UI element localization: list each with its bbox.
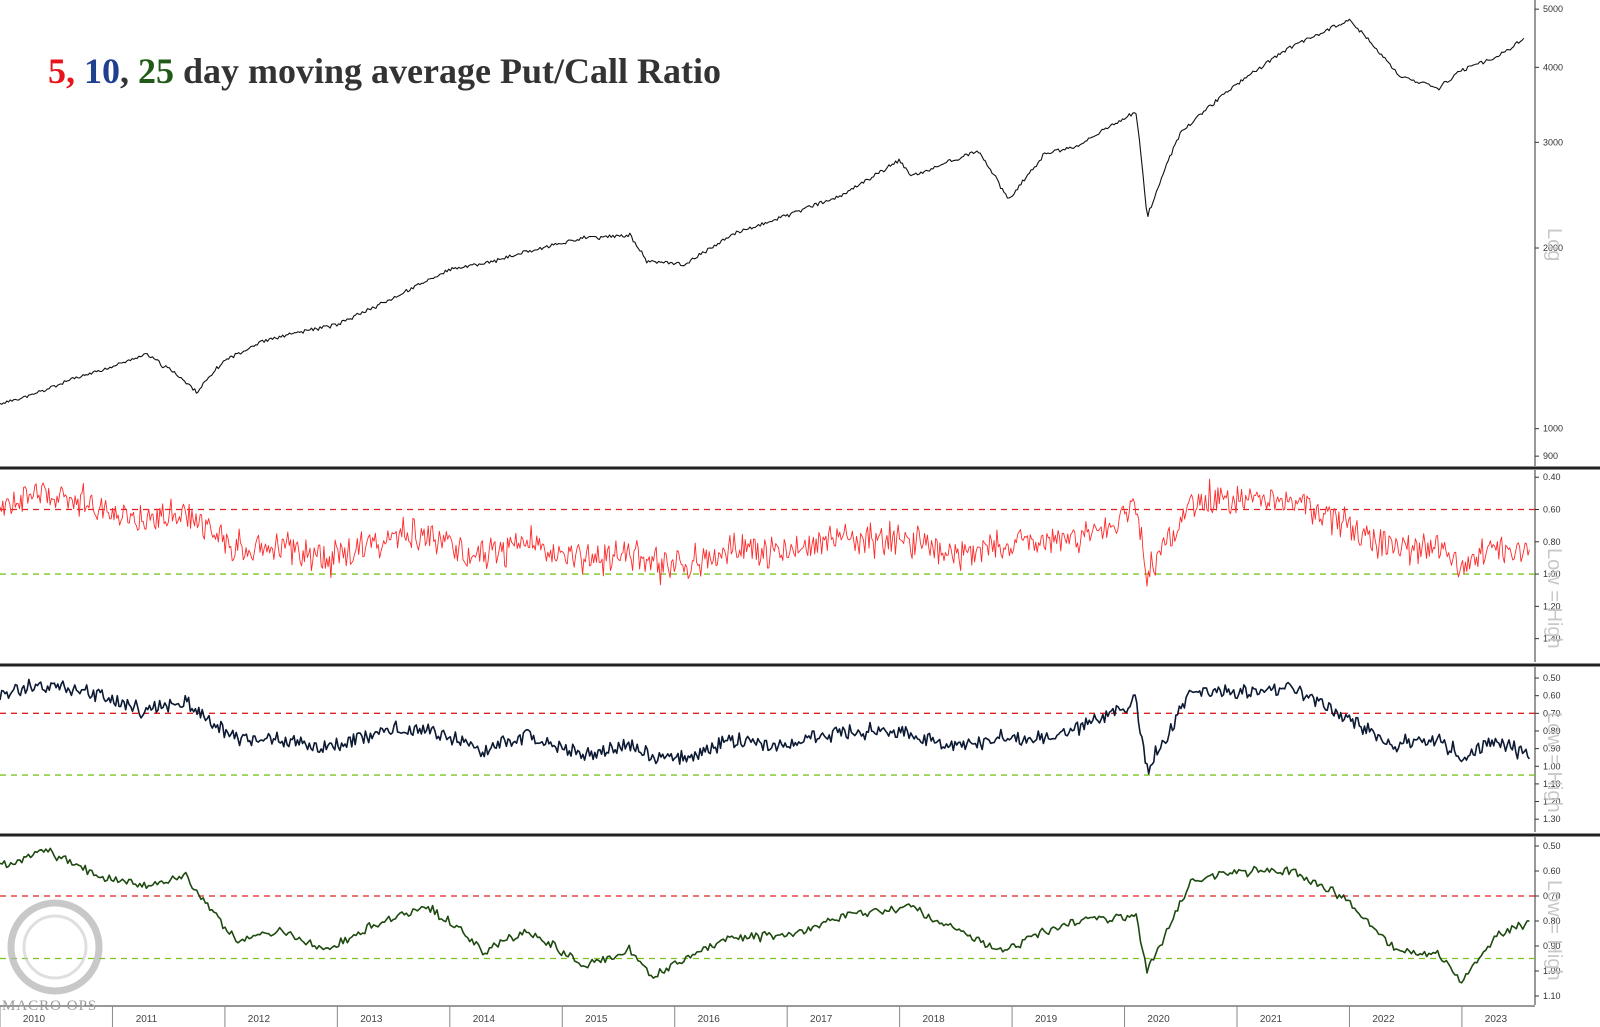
x-axis: 2010 2011 2012 2013 2014 2015 2016 2017 2018 2019… [0,1005,1535,1027]
x-tick-label: 2017 [810,1014,833,1025]
y-tick-label: 1.20 [1543,797,1561,807]
y-tick-label: 0.60 [1543,691,1561,701]
y-tick-label: 1.00 [1543,761,1561,771]
x-tick-label: 2015 [585,1014,608,1025]
panels: 900 1000 2000 3000 4000 5000 0.40 0.60 0.80 1.00 1… [0,0,1600,1005]
x-tick-label: 2020 [1147,1014,1170,1025]
y-tick-label: 1.40 [1543,634,1561,644]
scale-note-25day: Low = High [1543,880,1565,981]
panel-price: 900 1000 2000 3000 4000 5000 [0,0,1563,466]
y-tick-label: 0.90 [1543,941,1561,951]
x-tick-label: 2019 [1035,1014,1058,1025]
y-tick-label: 1.30 [1543,814,1561,824]
y-tick-label: 0.80 [1543,916,1561,926]
y-tick-label: 5000 [1543,4,1563,14]
y-tick-label: 900 [1543,451,1558,461]
y-tick-label: 0.70 [1543,708,1561,718]
side-labels: Log Low = High Low = High Low = High [1543,228,1565,981]
y-tick-label: 0.50 [1543,841,1561,851]
y-tick-label: 0.80 [1543,537,1561,547]
x-tick-label: 2010 [23,1014,46,1025]
title-5: 5 [48,51,66,91]
logo-text: MACRO OPS [2,998,98,1014]
x-tick-label: 2011 [136,1014,158,1025]
series-line [0,18,1525,405]
y-tick-label: 0.50 [1543,673,1561,683]
x-tick-label: 2013 [360,1014,383,1025]
scale-note-5day: Low = High [1543,548,1565,649]
log-label: Log [1543,228,1565,261]
y-tick-label: 0.60 [1543,866,1561,876]
series-line [0,847,1530,984]
panel-25-day-moving-average-put-call-ratio: 0.50 0.60 0.70 0.80 0.90 1.00 1.10 [0,833,1600,1005]
y-tick-label: 1.10 [1543,991,1561,1001]
y-tick-label: 1.20 [1543,601,1561,611]
x-tick-label: 2023 [1485,1014,1508,1025]
y-tick-label: 0.70 [1543,891,1561,901]
panel-5-day-moving-average-put-call-ratio: 0.40 0.60 0.80 1.00 1.20 1.40 [0,466,1600,662]
x-tick-label: 2018 [923,1014,946,1025]
series-line [0,478,1530,587]
x-tick-label: 2014 [473,1014,496,1025]
y-tick-label: 0.60 [1543,505,1561,515]
title-25: 25 [138,51,174,91]
y-tick-label: 0.80 [1543,726,1561,736]
title-10: 10 [84,51,120,91]
chart-title: 5, 10, 25 day moving average Put/Call Ra… [48,50,721,92]
y-tick-label: 4000 [1543,62,1563,72]
panel-10-day-moving-average-put-call-ratio: 0.50 0.60 0.70 0.80 0.90 1.00 1.10 1.20 1.30 [0,663,1600,832]
x-tick-label: 2022 [1372,1014,1395,1025]
y-tick-label: 1.10 [1543,779,1561,789]
x-tick-label: 2012 [248,1014,271,1025]
y-tick-label: 2000 [1543,243,1563,253]
y-tick-label: 1.00 [1543,569,1561,579]
x-tick-label: 2016 [698,1014,721,1025]
title-sep-2: , [120,51,129,91]
y-tick-label: 3000 [1543,137,1563,147]
logo-ring [7,899,103,995]
title-rest: day moving average Put/Call Ratio [183,51,721,91]
series-line [0,678,1531,775]
y-tick-label: 1000 [1543,424,1563,434]
x-tick-label: 2021 [1260,1014,1283,1025]
y-tick-label: 0.90 [1543,744,1561,754]
title-sep-1: , [66,51,75,91]
y-tick-label: 1.00 [1543,966,1561,976]
logo-mark [7,899,103,995]
y-tick-label: 0.40 [1543,472,1561,482]
logo-ring-inner [22,914,88,980]
scale-note-10day: Low = High [1543,712,1565,813]
